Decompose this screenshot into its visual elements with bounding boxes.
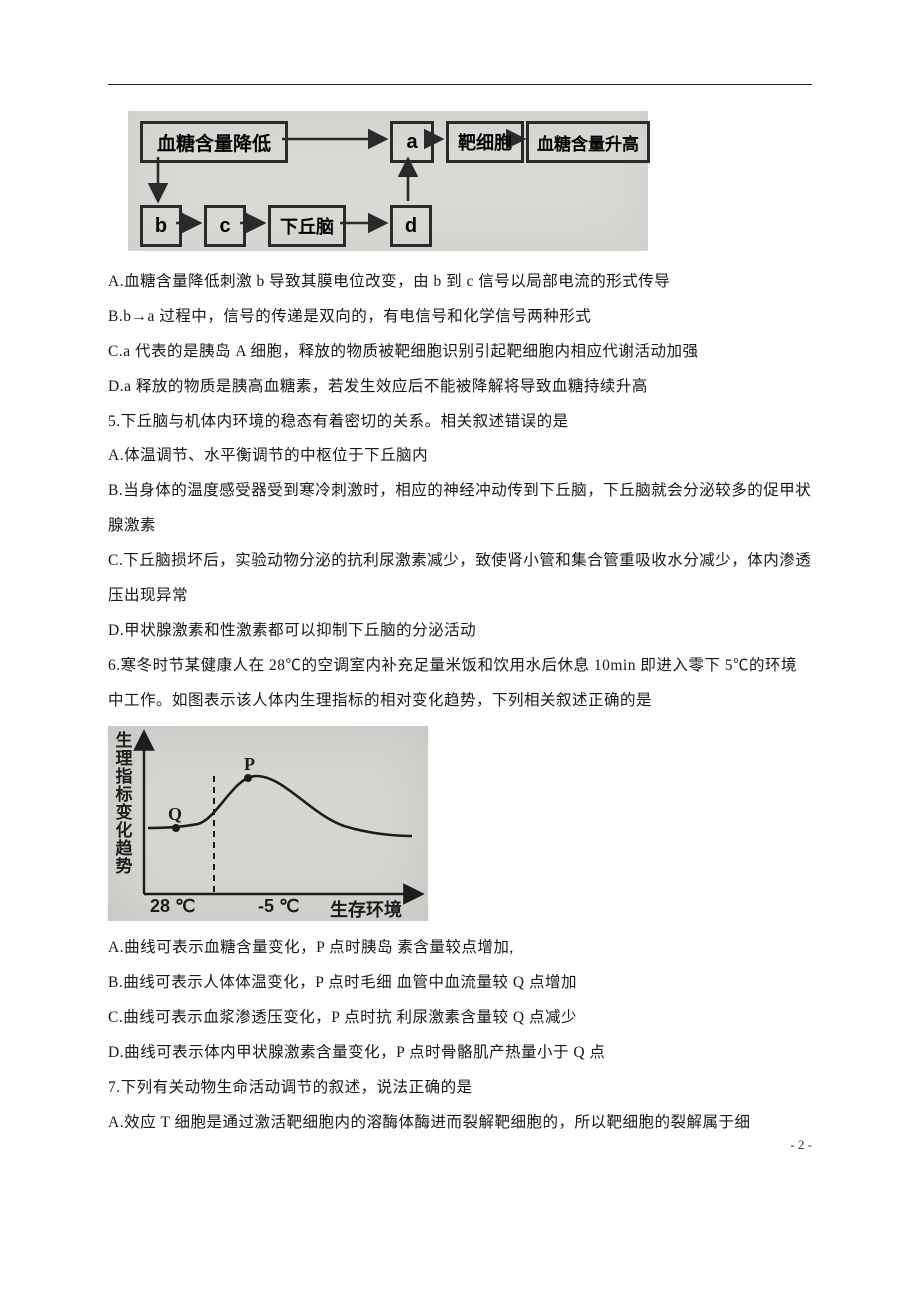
curve-path xyxy=(148,776,412,836)
node-tgt-label: 靶细胞 xyxy=(458,129,512,155)
node-a: a xyxy=(390,121,434,163)
q6-stem: 6.寒冬时节某健康人在 28℃的空调室内补充足量米饭和饮用水后休息 10min … xyxy=(108,649,812,719)
node-c-label: c xyxy=(219,215,230,238)
q4-option-c: C.a 代表的是胰岛 A 细胞，释放的物质被靶细胞识别引起靶细胞内相应代谢活动加… xyxy=(108,335,812,370)
page-number: - 2 - xyxy=(790,1137,812,1153)
q5-option-d: D.甲状腺激素和性激素都可以抑制下丘脑的分泌活动 xyxy=(108,614,812,649)
node-d: d xyxy=(390,205,432,247)
q6-option-a: A.曲线可表示血糖含量变化，P 点时胰岛 素含量较点增加, xyxy=(108,931,812,966)
xtick-neg5c: -5 ℃ xyxy=(258,896,299,917)
q6-option-b: B.曲线可表示人体体温变化，P 点时毛细 血管中血流量较 Q 点增加 xyxy=(108,966,812,1001)
q7-stem: 7.下列有关动物生命活动调节的叙述，说法正确的是 xyxy=(108,1071,812,1106)
node-target-cell: 靶细胞 xyxy=(446,121,524,163)
figure-physiological-curve: 生 理 指 标 变 化 趋 势 Q P xyxy=(108,726,428,921)
node-blood-sugar-up: 血糖含量升高 xyxy=(526,121,650,163)
node-d-label: d xyxy=(405,215,417,238)
q6-option-c: C.曲线可表示血浆渗透压变化，P 点时抗 利尿激素含量较 Q 点减少 xyxy=(108,1001,812,1036)
q5-option-b: B.当身体的温度感受器受到寒冷刺激时，相应的神经冲动传到下丘脑，下丘脑就会分泌较… xyxy=(108,474,812,544)
top-rule xyxy=(108,84,812,85)
curve-svg: Q P xyxy=(108,726,428,921)
q4-option-b: B.b→a 过程中，信号的传递是双向的，有电信号和化学信号两种形式 xyxy=(108,300,812,335)
q4-option-d: D.a 释放的物质是胰高血糖素，若发生效应后不能被降解将导致血糖持续升高 xyxy=(108,370,812,405)
q6-option-d: D.曲线可表示体内甲状腺激素含量变化，P 点时骨骼肌产热量小于 Q 点 xyxy=(108,1036,812,1071)
node-n1-label: 血糖含量降低 xyxy=(157,129,271,156)
figure-blood-sugar-flowchart: 血糖含量降低 a 靶细胞 血糖含量升高 b c 下丘脑 d xyxy=(128,111,648,251)
q4-option-a: A.血糖含量降低刺激 b 导致其膜电位改变，由 b 到 c 信号以局部电流的形式… xyxy=(108,265,812,300)
q5-option-c: C.下丘脑损坏后，实验动物分泌的抗利尿激素减少，致使肾小管和集合管重吸收水分减少… xyxy=(108,544,812,614)
q7-option-a: A.效应 T 细胞是通过激活靶细胞内的溶酶体酶进而裂解靶细胞的，所以靶细胞的裂解… xyxy=(108,1106,812,1141)
label-q: Q xyxy=(168,804,182,824)
node-n1: 血糖含量降低 xyxy=(140,121,288,163)
node-b-label: b xyxy=(155,215,167,238)
document-page: 血糖含量降低 a 靶细胞 血糖含量升高 b c 下丘脑 d A.血糖含量降低刺激… xyxy=(0,0,920,1181)
label-p: P xyxy=(244,754,255,774)
node-up-label: 血糖含量升高 xyxy=(537,130,639,155)
node-c: c xyxy=(204,205,246,247)
point-q xyxy=(172,824,180,832)
point-p xyxy=(244,774,252,782)
node-b: b xyxy=(140,205,182,247)
node-hyp-label: 下丘脑 xyxy=(280,213,334,239)
q5-stem: 5.下丘脑与机体内环境的稳态有着密切的关系。相关叙述错误的是 xyxy=(108,405,812,440)
xlabel: 生存环境 xyxy=(330,896,402,922)
xtick-28c: 28 ℃ xyxy=(150,896,195,917)
node-hypothalamus: 下丘脑 xyxy=(268,205,346,247)
node-a-label: a xyxy=(406,131,417,154)
q5-option-a: A.体温调节、水平衡调节的中枢位于下丘脑内 xyxy=(108,439,812,474)
